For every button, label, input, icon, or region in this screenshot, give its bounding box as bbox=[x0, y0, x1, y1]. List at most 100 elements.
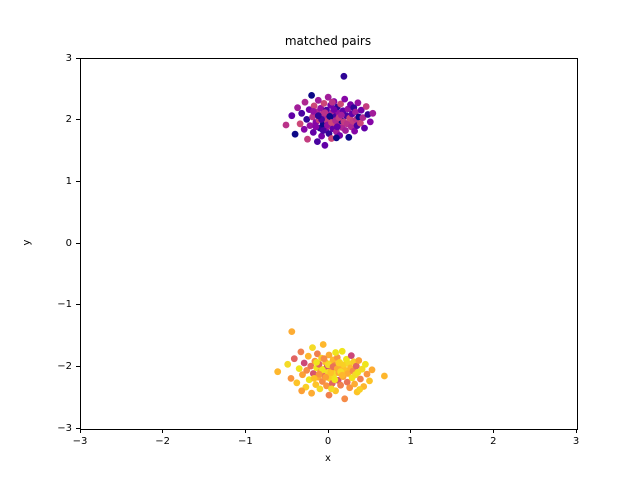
scatter-point-cluster-top bbox=[361, 124, 368, 132]
y-tick-label: −3 bbox=[57, 422, 72, 434]
scatter-point-cluster-bottom bbox=[357, 375, 364, 383]
scatter-point-cluster-top bbox=[319, 127, 327, 134]
y-tick-mark bbox=[76, 57, 80, 59]
scatter-point-cluster-top bbox=[310, 102, 318, 110]
x-tick-label: −1 bbox=[237, 436, 253, 447]
scatter-point-cluster-top bbox=[317, 104, 325, 112]
x-tick-label: 1 bbox=[407, 436, 414, 447]
y-tick-mark bbox=[76, 365, 80, 367]
scatter-point-cluster-top bbox=[304, 135, 311, 143]
scatter-point-cluster-bottom bbox=[308, 389, 315, 397]
scatter-point-cluster-bottom bbox=[331, 376, 339, 384]
scatter-point-cluster-top bbox=[328, 98, 336, 106]
scatter-point-cluster-top bbox=[362, 103, 370, 110]
scatter-point-cluster-top bbox=[298, 109, 306, 117]
x-tick-label: −2 bbox=[155, 436, 171, 447]
scatter-point-cluster-bottom bbox=[352, 362, 360, 370]
scatter-point-cluster-bottom bbox=[274, 368, 282, 376]
scatter-point-cluster-bottom bbox=[300, 359, 308, 367]
x-axis-label: x bbox=[325, 453, 331, 464]
scatter-point-cluster-top bbox=[318, 132, 325, 140]
scatter-point-cluster-bottom bbox=[363, 370, 371, 378]
scatter-point-cluster-bottom bbox=[299, 371, 306, 379]
y-tick-label: 1 bbox=[65, 175, 72, 187]
scatter-point-cluster-bottom bbox=[343, 378, 351, 386]
scatter-point-cluster-top bbox=[306, 122, 314, 129]
scatter-point-cluster-bottom bbox=[293, 379, 301, 387]
y-tick-label: 3 bbox=[65, 52, 72, 64]
scatter-point-cluster-top bbox=[330, 106, 338, 113]
scatter-point-cluster-top bbox=[294, 104, 301, 112]
plot-area bbox=[80, 58, 578, 430]
scatter-point-cluster-top bbox=[359, 114, 367, 121]
scatter-point-cluster-bottom bbox=[310, 375, 318, 382]
scatter-point-cluster-bottom bbox=[366, 377, 373, 385]
chart-title: matched pairs bbox=[284, 34, 372, 48]
scatter-point-cluster-bottom bbox=[295, 365, 303, 372]
scatter-point-cluster-bottom bbox=[325, 351, 333, 359]
scatter-point-cluster-top bbox=[369, 109, 377, 117]
x-tick-label: 0 bbox=[324, 436, 332, 447]
scatter-point-cluster-top bbox=[296, 120, 304, 128]
scatter-point-cluster-top bbox=[337, 100, 344, 108]
y-tick-mark bbox=[76, 304, 80, 306]
y-axis-label: y bbox=[21, 239, 33, 246]
scatter-point-cluster-bottom bbox=[319, 341, 327, 348]
scatter-point-cluster-bottom bbox=[307, 362, 315, 370]
y-tick-label: −1 bbox=[57, 299, 72, 311]
scatter-point-cluster-bottom bbox=[338, 371, 346, 379]
scatter-point-cluster-top bbox=[326, 113, 334, 120]
scatter-point-cluster-top bbox=[341, 95, 349, 103]
scatter-point-cluster-top bbox=[300, 125, 308, 133]
scatter-point-cluster-top bbox=[314, 138, 321, 145]
scatter-point-cluster-top bbox=[357, 106, 365, 114]
scatter-point-cluster-bottom bbox=[358, 365, 366, 373]
scatter-point-cluster-bottom bbox=[328, 385, 335, 393]
x-tick-mark bbox=[327, 429, 329, 433]
scatter-point-cluster-bottom bbox=[347, 352, 355, 359]
scatter-point-cluster-top bbox=[303, 116, 311, 123]
x-tick-label: −3 bbox=[72, 436, 88, 447]
scatter-point-cluster-bottom bbox=[284, 360, 292, 368]
scatter-point-cluster-bottom bbox=[287, 375, 295, 382]
scatter-point-cluster-bottom bbox=[315, 370, 323, 378]
scatter-point-cluster-bottom bbox=[322, 373, 330, 381]
scatter-point-cluster-bottom bbox=[337, 381, 344, 389]
x-tick-mark bbox=[410, 429, 412, 433]
scatter-point-cluster-top bbox=[351, 127, 358, 135]
scatter-point-cluster-top bbox=[320, 100, 328, 107]
scatter-point-cluster-bottom bbox=[381, 372, 388, 380]
scatter-point-cluster-top bbox=[309, 129, 317, 136]
x-tick-mark bbox=[79, 429, 81, 433]
y-tick-label: 0 bbox=[65, 237, 72, 249]
scatter-point-cluster-bottom bbox=[314, 350, 321, 358]
scatter-point-cluster-bottom bbox=[309, 344, 316, 351]
scatter-point-cluster-bottom bbox=[323, 382, 330, 390]
scatter-point-cluster-top bbox=[366, 118, 374, 126]
scatter-point-cluster-bottom bbox=[304, 352, 312, 360]
x-tick-mark bbox=[244, 429, 246, 433]
scatter-point-cluster-top bbox=[340, 72, 348, 80]
scatter-point-cluster-top bbox=[288, 112, 296, 120]
scatter-point-cluster-bottom bbox=[327, 369, 335, 377]
scatter-point-cluster-bottom bbox=[362, 360, 369, 368]
scatter-point-cluster-top bbox=[345, 133, 353, 141]
y-tick-mark bbox=[76, 119, 80, 121]
scatter-point-cluster-top bbox=[357, 119, 364, 127]
scatter-point-cluster-top bbox=[312, 123, 320, 131]
scatter-point-cluster-top bbox=[301, 98, 309, 106]
y-tick-mark bbox=[76, 180, 80, 182]
scatter-point-cluster-top bbox=[324, 93, 332, 101]
x-tick-label: 3 bbox=[572, 436, 580, 447]
scatter-point-cluster-top bbox=[354, 99, 362, 107]
y-tick-label: −2 bbox=[57, 360, 72, 372]
scatter-point-cluster-top bbox=[314, 96, 322, 104]
scatter-point-cluster-bottom bbox=[313, 359, 320, 366]
scatter-point-cluster-top bbox=[309, 113, 316, 121]
scatter-point-cluster-bottom bbox=[312, 381, 320, 388]
scatter-point-cluster-bottom bbox=[320, 355, 328, 363]
scatter-point-cluster-top bbox=[291, 130, 299, 138]
scatter-point-cluster-top bbox=[338, 111, 345, 119]
y-tick-mark bbox=[76, 242, 80, 244]
